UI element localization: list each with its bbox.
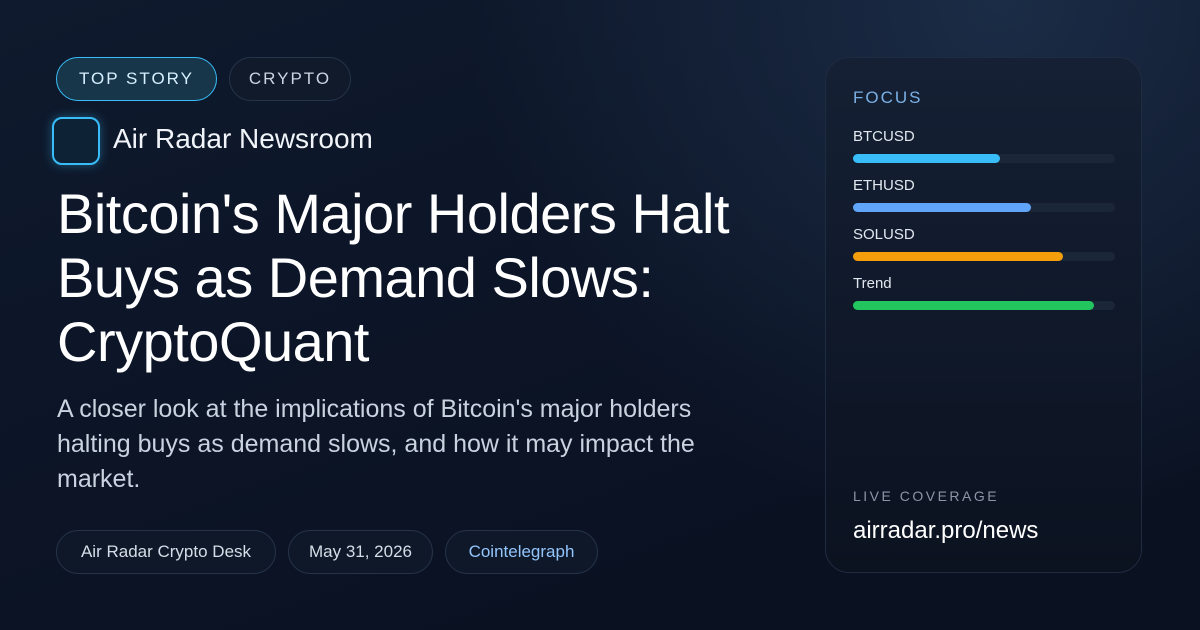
tag[interactable]: TOP STORY [56,57,217,101]
summary: A closer look at the implications of Bit… [57,395,695,493]
focus-label: ETHUSD [853,177,915,194]
focus-track [853,252,1115,261]
focus-track [853,154,1115,163]
footer-url[interactable]: airradar.pro/news [853,517,1039,544]
focus-bar [853,154,1000,163]
focus-track [853,301,1115,310]
focus-panel: FOCUS LIVE COVERAGE airradar.pro/news BT… [825,57,1142,573]
meta-date: May 31, 2026 [288,530,433,574]
brand-name: Air Radar Newsroom [113,123,373,154]
focus-track [853,203,1115,212]
focus-bar [853,252,1063,261]
focus-bar [853,203,1032,212]
focus-label: Trend [853,275,892,292]
headline: Bitcoin's Major Holders Halt Buys as Dem… [57,182,730,373]
focus-title: FOCUS [853,88,923,107]
tag[interactable]: CRYPTO [229,57,351,101]
brand-logo [52,117,100,165]
focus-bar [853,301,1095,310]
meta-source[interactable]: Cointelegraph [445,530,598,574]
meta-author: Air Radar Crypto Desk [56,530,276,574]
focus-label: BTCUSD [853,128,915,145]
footer-label: LIVE COVERAGE [853,488,1000,504]
focus-label: SOLUSD [853,226,915,243]
